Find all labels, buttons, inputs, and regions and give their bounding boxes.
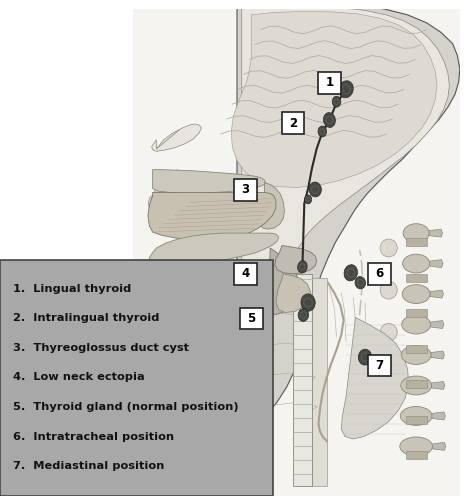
Ellipse shape	[402, 315, 430, 334]
FancyBboxPatch shape	[240, 308, 263, 329]
Ellipse shape	[339, 81, 353, 98]
Polygon shape	[431, 381, 445, 389]
Bar	[133, 0, 474, 496]
Ellipse shape	[301, 294, 315, 311]
Text: 7.  Mediastinal position: 7. Mediastinal position	[13, 461, 164, 471]
Polygon shape	[432, 442, 446, 450]
Circle shape	[380, 281, 397, 299]
Text: 1.  Lingual thyroid: 1. Lingual thyroid	[13, 284, 131, 294]
Polygon shape	[406, 309, 427, 317]
Polygon shape	[406, 380, 427, 388]
Ellipse shape	[298, 261, 307, 273]
Polygon shape	[265, 248, 300, 314]
Ellipse shape	[309, 182, 321, 197]
FancyBboxPatch shape	[234, 263, 257, 285]
Ellipse shape	[402, 285, 430, 304]
Polygon shape	[260, 183, 284, 229]
Circle shape	[380, 323, 397, 341]
Polygon shape	[149, 267, 265, 342]
Text: 2: 2	[289, 117, 297, 129]
FancyBboxPatch shape	[234, 179, 257, 201]
Ellipse shape	[304, 195, 312, 204]
Polygon shape	[148, 192, 276, 240]
Bar	[460, 0, 474, 496]
FancyBboxPatch shape	[282, 112, 304, 134]
Polygon shape	[293, 274, 312, 486]
Polygon shape	[406, 451, 427, 459]
Text: 4.  Low neck ectopia: 4. Low neck ectopia	[13, 372, 145, 382]
Text: 3.  Thyreoglossus duct cyst: 3. Thyreoglossus duct cyst	[13, 343, 189, 353]
Text: 6: 6	[375, 267, 383, 280]
Ellipse shape	[318, 126, 327, 137]
Polygon shape	[431, 351, 444, 359]
Text: 7: 7	[375, 359, 383, 372]
Ellipse shape	[332, 96, 341, 107]
Polygon shape	[275, 246, 317, 274]
FancyBboxPatch shape	[318, 72, 341, 94]
FancyBboxPatch shape	[368, 355, 391, 376]
Ellipse shape	[402, 254, 429, 273]
Polygon shape	[312, 278, 327, 486]
Polygon shape	[406, 416, 427, 424]
Polygon shape	[406, 274, 427, 282]
Text: 6.  Intratracheal position: 6. Intratracheal position	[13, 432, 174, 442]
Ellipse shape	[401, 346, 431, 365]
Ellipse shape	[323, 113, 336, 127]
Ellipse shape	[403, 224, 429, 243]
Text: 5.  Thyroid gland (normal position): 5. Thyroid gland (normal position)	[13, 402, 239, 412]
Ellipse shape	[401, 376, 431, 395]
Ellipse shape	[355, 277, 365, 289]
Ellipse shape	[358, 349, 372, 365]
Polygon shape	[148, 170, 180, 208]
Ellipse shape	[400, 407, 432, 426]
Ellipse shape	[298, 309, 309, 321]
Polygon shape	[429, 259, 443, 267]
Polygon shape	[231, 11, 437, 187]
Text: 4: 4	[241, 267, 250, 280]
Text: 1: 1	[325, 76, 334, 89]
Polygon shape	[430, 320, 444, 328]
Circle shape	[380, 366, 397, 383]
Text: 3: 3	[241, 184, 250, 196]
Polygon shape	[153, 170, 265, 193]
FancyBboxPatch shape	[368, 263, 391, 285]
Polygon shape	[341, 317, 409, 439]
Polygon shape	[149, 233, 279, 267]
FancyBboxPatch shape	[0, 260, 273, 496]
Ellipse shape	[400, 437, 432, 456]
Polygon shape	[153, 6, 449, 426]
Ellipse shape	[344, 265, 357, 281]
Polygon shape	[432, 412, 445, 420]
Polygon shape	[149, 1, 460, 495]
Polygon shape	[276, 274, 310, 312]
Text: 5: 5	[247, 312, 255, 325]
Circle shape	[380, 239, 397, 257]
Polygon shape	[406, 238, 427, 246]
Text: 2.  Intralingual thyroid: 2. Intralingual thyroid	[13, 313, 160, 323]
Polygon shape	[406, 345, 427, 353]
Polygon shape	[429, 229, 442, 237]
Bar	[133, 0, 474, 9]
Polygon shape	[152, 124, 201, 151]
Polygon shape	[430, 290, 444, 298]
